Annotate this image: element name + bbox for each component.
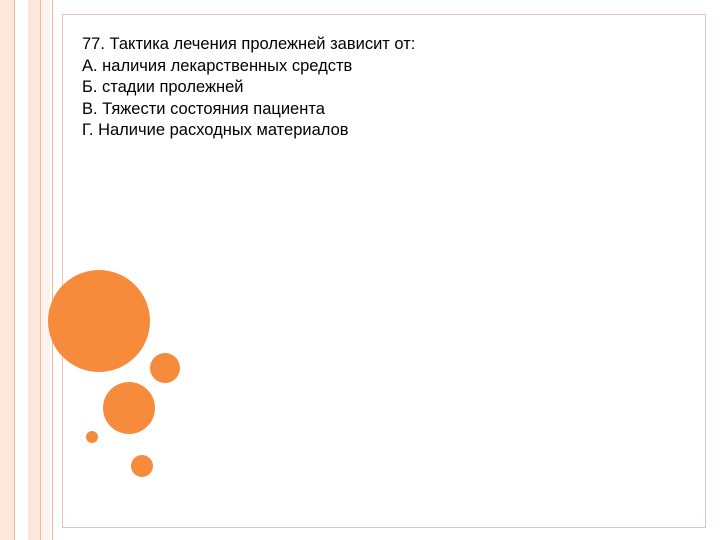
decor-circle-medium [103,382,155,434]
decor-stripe-left [0,0,14,540]
slide-content-panel [62,14,706,528]
decor-stripe-inner [40,0,50,540]
answer-option-b: Б. стадии пролежней [82,78,244,96]
answer-option-a: А. наличия лекарственных средств [82,56,353,75]
answer-option-v: В. Тяжести состояния пациента [82,99,325,118]
decor-circle-small [131,455,153,477]
decor-line [40,0,41,540]
decor-circle-large [48,270,150,372]
decor-stripe-middle [28,0,40,540]
slide-text: 77. Тактика лечения пролежней зависит от… [82,34,682,142]
decor-circle-small [150,353,180,383]
answer-option-g: Г. Наличие расходных материалов [82,121,349,139]
question-title: 77. Тактика лечения пролежней зависит от… [82,35,416,53]
decor-circle-tiny [86,431,98,443]
decor-line [14,0,15,540]
decor-line [52,0,53,540]
